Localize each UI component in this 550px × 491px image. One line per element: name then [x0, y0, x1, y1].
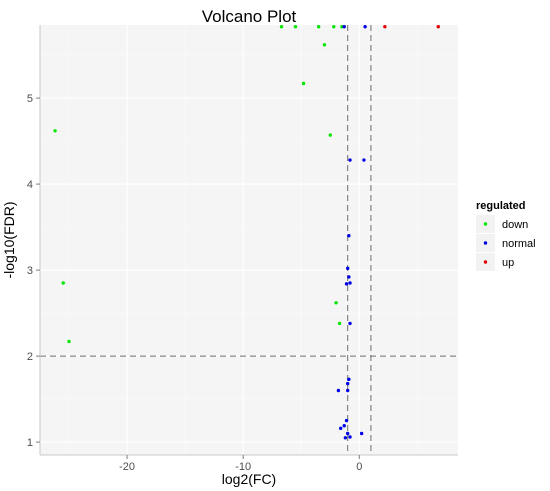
point-normal — [347, 377, 351, 382]
y-tick-label: 1 — [27, 437, 33, 449]
point-normal — [347, 234, 351, 238]
point-normal — [347, 275, 351, 279]
legend-title: regulated — [476, 200, 526, 212]
point-normal — [348, 435, 352, 439]
point-down — [322, 43, 327, 47]
legend-label-up: up — [502, 257, 514, 269]
point-normal — [342, 25, 346, 29]
y-axis-title: -log10(FDR) — [1, 201, 17, 278]
legend-label-normal: normal — [502, 238, 536, 250]
point-down — [340, 25, 344, 29]
point-normal — [345, 431, 350, 436]
point-normal — [336, 388, 341, 393]
point-normal — [344, 282, 349, 286]
point-normal — [345, 266, 350, 271]
point-normal — [348, 321, 352, 326]
y-tick-label: 3 — [27, 265, 33, 277]
legend-swatch-up — [483, 260, 488, 264]
point-down — [53, 129, 57, 133]
point-up — [383, 25, 387, 29]
y-tick-label: 2 — [27, 351, 33, 363]
point-up — [436, 25, 440, 29]
point-normal — [348, 281, 352, 285]
point-normal — [344, 418, 349, 423]
point-down — [334, 301, 338, 305]
y-tick-label: 4 — [27, 179, 33, 191]
point-down — [328, 133, 332, 137]
point-down — [301, 81, 306, 86]
legend-swatch-down — [483, 222, 488, 226]
point-normal — [342, 424, 346, 428]
point-down — [332, 25, 336, 29]
point-normal — [345, 381, 350, 386]
point-down — [316, 25, 321, 29]
x-ticks: -20 -10 0 — [119, 455, 362, 473]
point-down — [61, 281, 65, 285]
point-down — [67, 339, 71, 344]
legend: regulated down normal up — [476, 200, 536, 271]
gridlines — [40, 25, 458, 455]
x-tick-label: -10 — [235, 461, 251, 473]
legend-swatch-normal — [483, 241, 488, 245]
point-down — [337, 321, 342, 326]
point-normal — [362, 158, 366, 162]
point-normal — [345, 388, 350, 393]
x-tick-label: 0 — [356, 461, 362, 473]
point-normal — [339, 426, 343, 431]
point-down — [279, 25, 284, 29]
point-normal — [348, 158, 352, 162]
threshold-lines — [40, 25, 458, 455]
point-down — [293, 25, 298, 29]
x-axis-title: log2(FC) — [222, 471, 276, 487]
legend-label-down: down — [502, 219, 528, 231]
y-ticks: 1 2 3 4 5 — [27, 93, 40, 449]
point-normal — [343, 436, 348, 440]
point-normal — [363, 25, 367, 29]
data-points — [53, 25, 440, 440]
chart-title: Volcano Plot — [202, 7, 297, 26]
plot-panel — [40, 25, 458, 455]
x-tick-label: -20 — [119, 461, 135, 473]
point-normal — [359, 431, 364, 436]
y-tick-label: 5 — [27, 93, 33, 105]
